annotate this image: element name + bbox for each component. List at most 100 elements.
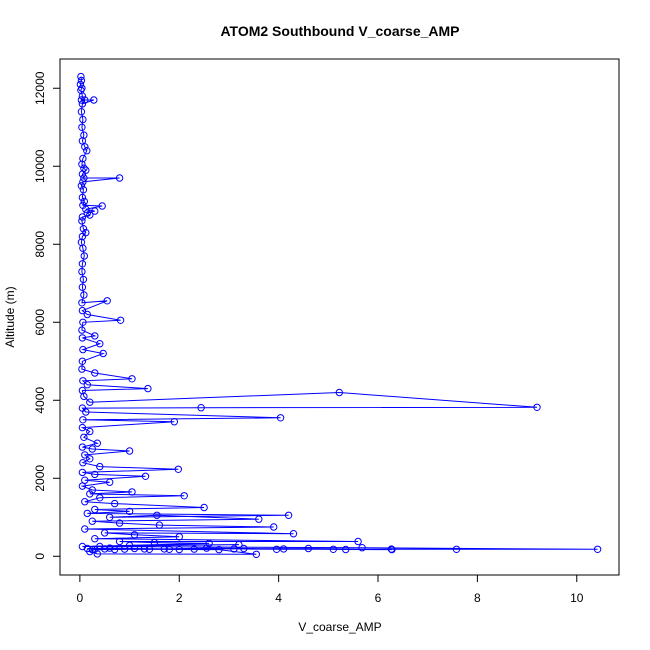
- data-point: [86, 455, 94, 463]
- chart-title: ATOM2 Southbound V_coarse_AMP: [220, 23, 459, 39]
- data-point: [284, 511, 293, 519]
- data-point: [276, 414, 285, 422]
- x-axis: 0 2 4 6 8 10: [77, 574, 584, 605]
- data-point: [78, 443, 87, 451]
- data-point: [83, 147, 91, 155]
- data-point: [88, 486, 97, 494]
- data-point: [93, 439, 102, 447]
- data-point: [358, 544, 366, 552]
- data-point: [96, 340, 104, 348]
- data-point: [304, 544, 313, 553]
- x-tick-label: 6: [375, 591, 382, 605]
- data-point: [91, 369, 99, 377]
- data-point: [155, 521, 164, 529]
- data-point: [77, 108, 86, 116]
- data-point: [90, 96, 98, 104]
- data-point: [115, 519, 124, 527]
- x-tick-label: 0: [77, 591, 84, 605]
- y-axis-label: Altitude (m): [3, 286, 17, 347]
- data-point: [82, 205, 90, 213]
- data-point: [82, 408, 90, 416]
- data-point: [174, 465, 183, 473]
- series-points: [76, 72, 602, 558]
- data-point: [79, 244, 87, 252]
- data-point: [91, 505, 99, 514]
- data-point: [80, 174, 88, 182]
- data-point: [78, 213, 87, 221]
- data-point: [91, 535, 99, 543]
- data-point: [120, 545, 129, 553]
- data-point: [80, 197, 89, 206]
- data-point: [79, 275, 88, 284]
- y-tick-label: 6000: [33, 309, 47, 336]
- data-point: [111, 499, 119, 508]
- x-tick-label: 4: [275, 591, 282, 605]
- data-point: [79, 115, 87, 124]
- data-point: [533, 403, 541, 411]
- data-point: [81, 525, 89, 533]
- data-point: [175, 533, 184, 541]
- data-point: [77, 76, 86, 85]
- data-point: [342, 545, 350, 554]
- data-point: [125, 507, 134, 516]
- x-tick-label: 2: [176, 591, 183, 605]
- data-point: [106, 478, 114, 486]
- data-point: [279, 545, 288, 553]
- data-point: [272, 545, 281, 553]
- data-point: [150, 538, 159, 547]
- data-point: [197, 404, 205, 412]
- data-point: [78, 260, 87, 268]
- data-point: [252, 550, 260, 558]
- data-point: [98, 202, 106, 210]
- y-tick-label: 2000: [33, 465, 47, 492]
- data-point: [101, 545, 109, 553]
- y-tick-label: 10000: [33, 149, 47, 183]
- data-point: [235, 540, 243, 549]
- data-point: [81, 143, 89, 151]
- data-point: [78, 160, 86, 169]
- data-point: [96, 494, 104, 502]
- data-point: [78, 299, 86, 307]
- data-point: [79, 416, 87, 424]
- y-axis: 0 2000 4000 6000 8000 10000 12000: [33, 71, 61, 560]
- data-point: [116, 316, 125, 324]
- data-point: [77, 182, 86, 190]
- x-tick-label: 8: [474, 591, 481, 605]
- data-point: [144, 384, 152, 393]
- data-point: [140, 545, 149, 553]
- data-point: [77, 96, 86, 104]
- data-point: [78, 92, 87, 100]
- data-point: [165, 545, 174, 553]
- data-point: [79, 186, 88, 194]
- data-point: [153, 511, 161, 519]
- data-point: [78, 423, 87, 432]
- data-point: [88, 445, 97, 453]
- data-point: [83, 310, 92, 319]
- data-point: [80, 433, 88, 441]
- data-point: [180, 492, 188, 500]
- data-point: [111, 545, 119, 554]
- data-point: [335, 388, 343, 397]
- data-point: [77, 72, 85, 81]
- data-point: [125, 447, 134, 455]
- data-point: [270, 523, 278, 531]
- data-point: [106, 544, 114, 552]
- data-point: [80, 291, 88, 299]
- data-point: [78, 326, 86, 334]
- data-point: [79, 459, 87, 467]
- y-tick-label: 4000: [33, 387, 47, 414]
- data-point: [91, 470, 99, 479]
- data-point: [78, 482, 87, 490]
- data-point: [80, 392, 88, 401]
- data-point: [145, 545, 154, 553]
- data-point: [76, 80, 85, 89]
- data-point: [141, 472, 150, 480]
- y-tick-label: 8000: [33, 231, 47, 258]
- x-tick-label: 10: [570, 591, 584, 605]
- data-point: [130, 531, 139, 539]
- data-point: [388, 545, 396, 554]
- data-point: [230, 545, 238, 553]
- data-point: [128, 488, 136, 496]
- data-point: [78, 267, 86, 276]
